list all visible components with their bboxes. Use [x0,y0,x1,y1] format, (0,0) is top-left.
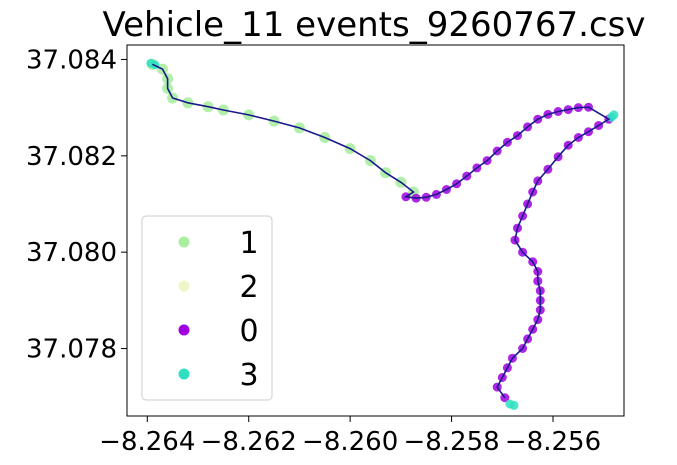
track-line [152,63,611,399]
x-tick-label: −8.264 [99,427,195,457]
axes-frame [126,44,625,417]
x-tick-label: −8.260 [302,427,398,457]
y-tick-label: 37.082 [26,142,117,172]
legend-box [141,215,273,401]
legend-marker-1 [178,236,190,248]
legend-label-1: 1 [239,226,258,261]
data-point [509,400,519,410]
x-tick-label: −8.262 [201,427,297,457]
y-tick-label: 37.080 [26,238,117,268]
plot-area [146,58,619,410]
legend-marker-3 [178,368,190,380]
series-0 [401,102,614,403]
legend-marker-2 [178,280,190,292]
x-tick-label: −8.258 [403,427,499,457]
legend-label-2: 2 [239,270,258,305]
y-tick-label: 37.078 [26,335,117,365]
y-axis: 37.078 37.080 37.082 37.084 [26,45,127,365]
legend-label-3: 3 [239,358,258,393]
x-tick-label: −8.256 [505,427,601,457]
legend-label-0: 0 [239,314,258,349]
chart-title: Vehicle_11 events_9260767.csv [103,5,646,45]
series-1 [146,58,419,198]
legend: 1 2 0 3 [141,215,273,401]
x-axis: −8.264 −8.262 −8.260 −8.258 −8.256 [99,416,601,457]
series-3 [146,58,619,410]
y-tick-label: 37.084 [26,45,117,75]
legend-marker-0 [178,324,190,336]
